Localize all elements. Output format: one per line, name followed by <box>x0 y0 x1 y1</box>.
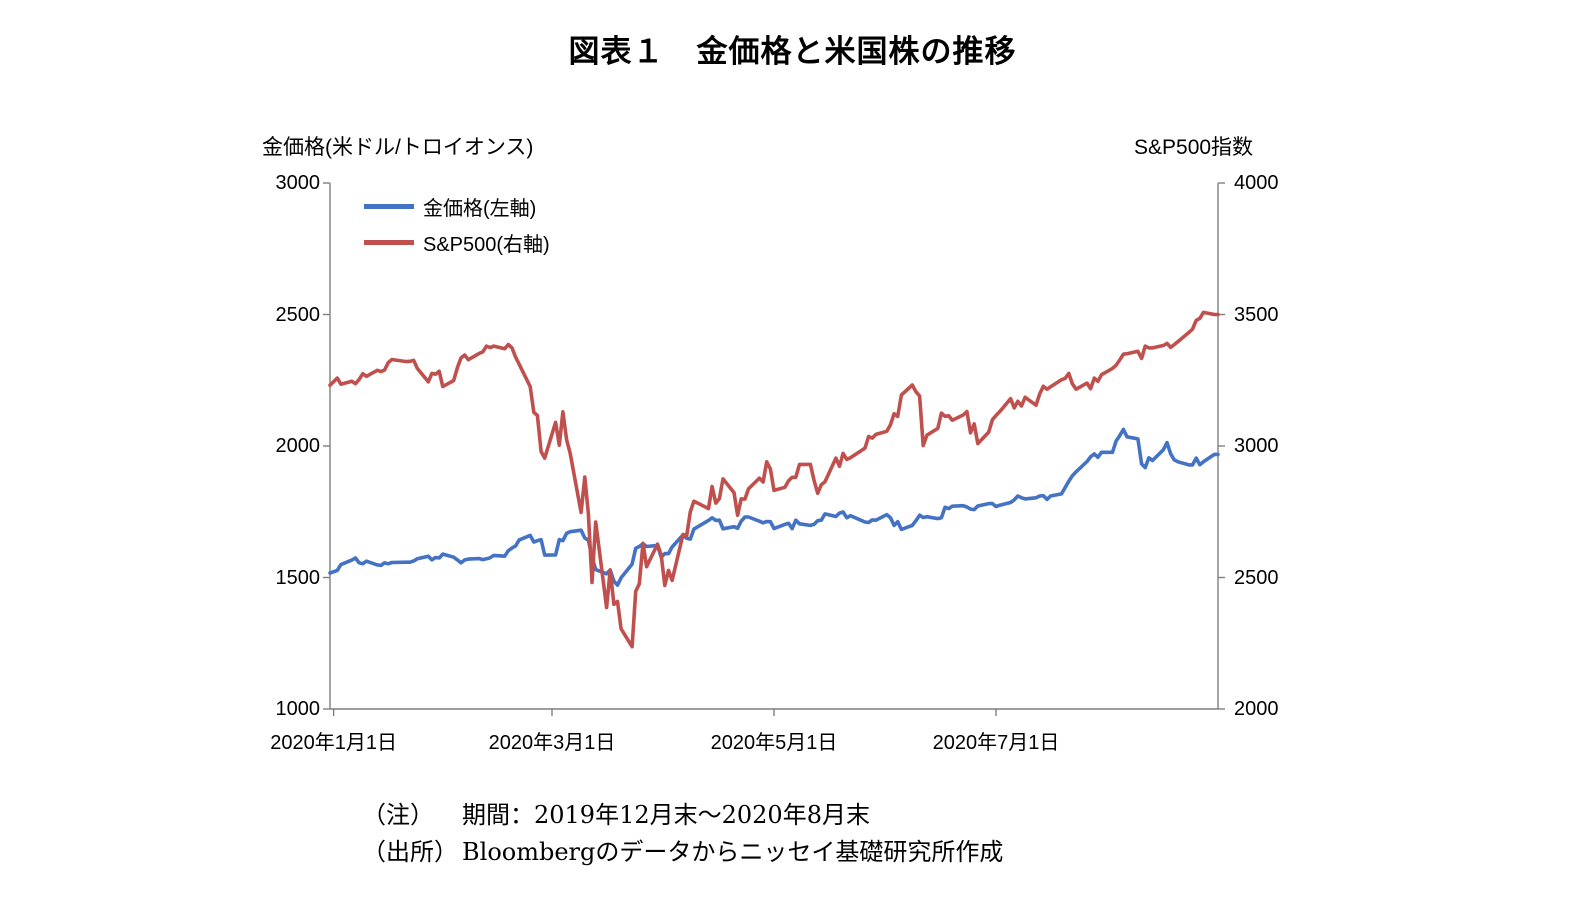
right-axis-tick-3500: 3500 <box>1234 303 1279 326</box>
right-axis-tick-2000: 2000 <box>1234 698 1279 720</box>
note-source-text: Bloombergのデータからニッセイ基礎研究所作成 <box>462 838 1004 866</box>
x-axis-tick-1: 2020年3月1日 <box>488 732 616 754</box>
legend-item-gold: 金価格(左軸) <box>364 188 550 224</box>
right-axis-tick-4000: 4000 <box>1234 172 1279 194</box>
right-axis-title: S&P500指数 <box>1134 136 1254 159</box>
left-axis-title: 金価格(米ドル/トロイオンス) <box>262 136 534 159</box>
chart-title: 図表１ 金価格と米国株の推移 <box>568 34 1017 70</box>
note-source-label: （出所） <box>362 838 458 866</box>
left-axis-tick-2500: 2500 <box>275 303 321 326</box>
note-period: （注） 期間：2019年12月末～2020年8月末 <box>362 797 1003 834</box>
x-axis-tick-3: 2020年7月1日 <box>932 732 1060 754</box>
series-line-1 <box>328 310 1220 649</box>
note-source: （出所） Bloombergのデータからニッセイ基礎研究所作成 <box>362 834 1003 871</box>
legend-label-gold: 金価格(左軸) <box>423 197 537 220</box>
note-period-text: 期間：2019年12月末～2020年8月末 <box>462 801 870 829</box>
x-axis-tick-0: 2020年1月1日 <box>270 732 397 754</box>
sp500-line-swatch <box>364 239 414 245</box>
left-axis-tick-1000: 1000 <box>275 698 321 720</box>
legend-label-sp500: S&P500(右軸) <box>423 233 550 256</box>
footnotes: （注） 期間：2019年12月末～2020年8月末 （出所） Bloomberg… <box>362 797 1003 871</box>
legend-item-sp500: S&P500(右軸) <box>364 224 550 260</box>
note-period-label: （注） <box>362 801 434 829</box>
gold-line-swatch <box>364 203 414 209</box>
left-axis-tick-2000: 2000 <box>275 435 321 457</box>
left-axis-tick-3000: 3000 <box>275 172 321 194</box>
x-axis-tick-2: 2020年5月1日 <box>710 732 838 754</box>
series-line-0 <box>328 427 1220 587</box>
right-axis-tick-3000: 3000 <box>1234 435 1279 457</box>
chart-legend: 金価格(左軸) S&P500(右軸) <box>364 188 550 260</box>
left-axis-tick-1500: 1500 <box>275 566 321 589</box>
right-axis-tick-2500: 2500 <box>1234 566 1279 589</box>
